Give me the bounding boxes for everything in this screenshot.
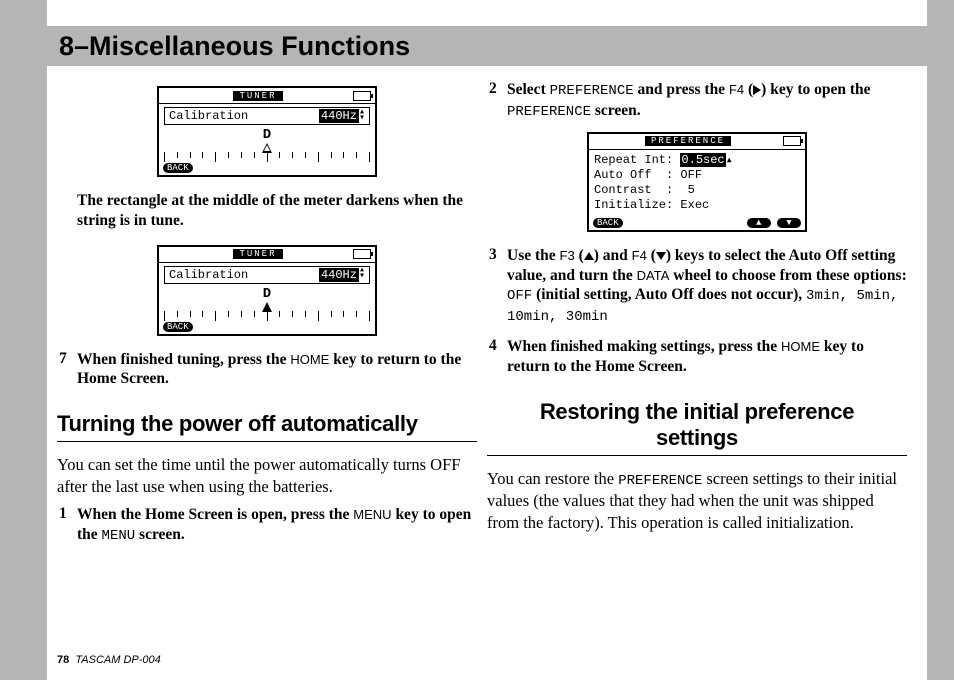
s2a: Select: [507, 81, 550, 98]
pl4: Initialize: Exec: [594, 198, 709, 212]
tuner-note-text: The rectangle at the middle of the meter…: [77, 191, 477, 231]
lcdp-header: PREFERENCE: [645, 136, 731, 146]
step1-number: 1: [59, 505, 77, 546]
page-footer: 78 TASCAM DP-004: [57, 654, 161, 666]
s4key: HOME: [781, 339, 820, 354]
up-chip-icon: ▲: [747, 218, 771, 228]
lcd2-cal-value: 440Hz: [319, 268, 359, 282]
auto-off-body: You can set the time until the power aut…: [57, 454, 477, 497]
step-7: 7 When finished tuning, press the HOME k…: [57, 350, 477, 390]
section-auto-off: Turning the power off automatically: [57, 411, 477, 442]
down-triangle-icon: [656, 252, 666, 260]
step4-number: 4: [489, 337, 507, 377]
s3b: (: [575, 247, 584, 264]
s2key: F4: [729, 82, 744, 97]
pref-lines: Repeat Int: 0.5sec▴ Auto Off : OFF Contr…: [589, 150, 805, 218]
rbm: PREFERENCE: [618, 473, 702, 489]
lcd1-header: TUNER: [233, 91, 282, 101]
content-area: TUNER Calibration 440Hz▴▾ D: [57, 80, 917, 640]
left-column: TUNER Calibration 440Hz▴▾ D: [57, 80, 477, 556]
lcd2-cal-label: Calibration: [169, 268, 248, 282]
lcd2-note: D: [263, 286, 271, 302]
step3-number: 3: [489, 246, 507, 327]
lcd-tuner-1: TUNER Calibration 440Hz▴▾ D: [157, 86, 377, 177]
s3k2: F4: [632, 248, 647, 263]
lcd-preference: PREFERENCE Repeat Int: 0.5sec▴ Auto Off …: [587, 132, 807, 232]
lcdp-back: BACK: [593, 218, 623, 228]
lcd-tuner-2: TUNER Calibration 440Hz▴▾ D: [157, 245, 377, 336]
step1-a: When the Home Screen is open, press the: [77, 506, 353, 523]
right-column: 2 Select PREFERENCE and press the F4 ( ) …: [487, 80, 907, 541]
up-triangle-icon: [584, 252, 594, 260]
step7-number: 7: [59, 350, 77, 390]
page-number: 78: [57, 654, 69, 666]
down-chip-icon: ▼: [777, 218, 801, 228]
s2d: ) key to open the: [761, 81, 870, 98]
s2m2: PREFERENCE: [507, 104, 591, 120]
lcd2-back: BACK: [163, 322, 193, 332]
chapter-title: 8–Miscellaneous Functions: [59, 31, 410, 62]
pl1b: 0.5sec: [680, 153, 725, 167]
step7-text-a: When finished tuning, press the: [77, 351, 290, 368]
step1-key: MENU: [353, 507, 391, 522]
step2-number: 2: [489, 80, 507, 122]
s3k3: DATA: [637, 268, 670, 283]
pl2: Auto Off : OFF: [594, 168, 702, 182]
s3m1: OFF: [507, 288, 532, 304]
s3k1: F3: [560, 248, 575, 263]
step-3: 3 Use the F3 () and F4 () keys to select…: [487, 246, 907, 327]
lcd1-note: D: [263, 127, 271, 143]
s2c: (: [744, 81, 753, 98]
chapter-title-bar: 8–Miscellaneous Functions: [47, 26, 927, 66]
product-name: TASCAM DP-004: [75, 654, 160, 666]
play-icon: [753, 85, 761, 95]
restore-body: You can restore the PREFERENCE screen se…: [487, 468, 907, 533]
lcd2-header: TUNER: [233, 249, 282, 259]
section-restore: Restoring the initial preference setting…: [487, 399, 907, 456]
s2e: screen.: [591, 102, 641, 119]
s3a: Use the: [507, 247, 560, 264]
step1-c: screen.: [135, 526, 185, 543]
s3g: (initial setting, Auto Off does not occu…: [532, 286, 806, 303]
s2b: and press the: [634, 81, 729, 98]
step-4: 4 When finished making settings, press t…: [487, 337, 907, 377]
pl3: Contrast : 5: [594, 183, 695, 197]
s3c: ) and: [594, 247, 632, 264]
s4a: When finished making settings, press the: [507, 338, 781, 355]
s3f: wheel to choose from these options:: [669, 267, 906, 284]
step-2: 2 Select PREFERENCE and press the F4 ( ) …: [487, 80, 907, 122]
s3d: (: [647, 247, 656, 264]
lcd1-cal-value: 440Hz: [319, 109, 359, 123]
battery-icon: [783, 136, 801, 146]
step-1: 1 When the Home Screen is open, press th…: [57, 505, 477, 546]
step1-mono: MENU: [102, 528, 136, 544]
battery-icon: [353, 249, 371, 259]
pl1a: Repeat Int:: [594, 153, 673, 167]
step7-key: HOME: [290, 352, 329, 367]
lcd1-back: BACK: [163, 163, 193, 173]
battery-icon: [353, 91, 371, 101]
rba: You can restore the: [487, 469, 618, 488]
s2m1: PREFERENCE: [550, 83, 634, 99]
manual-page: 8–Miscellaneous Functions TUNER Calibrat…: [47, 0, 927, 680]
lcd1-cal-label: Calibration: [169, 109, 248, 123]
